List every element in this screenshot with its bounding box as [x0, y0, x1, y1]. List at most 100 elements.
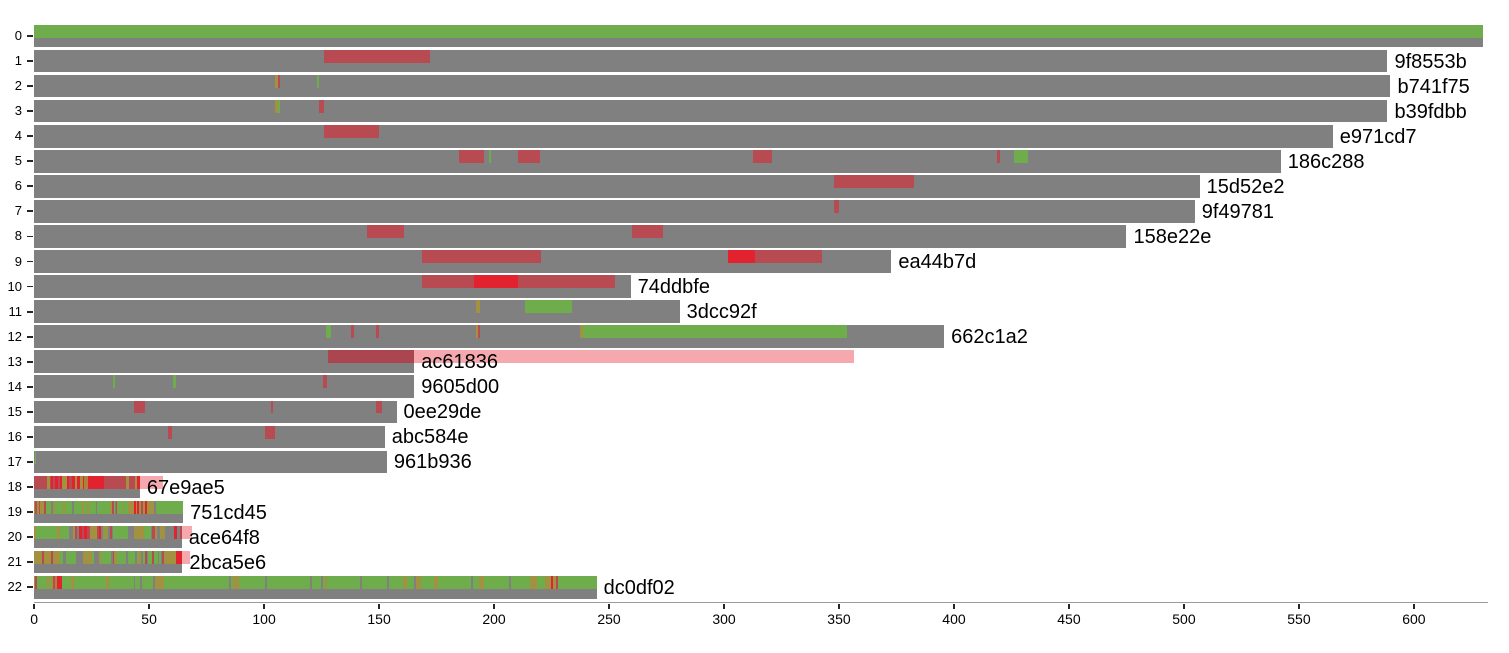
segment-red [52, 575, 55, 589]
segment-green [238, 575, 266, 589]
y-tick-label-6: 6 [14, 178, 22, 194]
segment-red [323, 375, 328, 389]
bar-label-dc0df02: dc0df02 [603, 576, 675, 599]
segment-olive [580, 325, 583, 339]
x-tick-mark-550 [1298, 603, 1300, 609]
segment-olive_dark [84, 475, 89, 489]
segment-green [325, 325, 331, 339]
segment-olive [87, 500, 90, 514]
bar-label-2bca5e6: 2bca5e6 [189, 551, 267, 574]
segment-olive [40, 500, 45, 514]
bar-row-11 [34, 300, 680, 323]
segment-olive [134, 525, 145, 539]
segment-green [127, 550, 136, 564]
segment-olive [99, 550, 102, 564]
bar-label-9f8553b: 9f8553b [1394, 50, 1467, 73]
x-tick-mark-300 [723, 603, 725, 609]
y-tick-mark-9 [26, 260, 33, 263]
y-tick-mark-20 [26, 536, 33, 539]
y-tick-label-22: 22 [7, 579, 22, 595]
y-tick-label-12: 12 [7, 328, 22, 344]
y-tick-mark-0 [26, 35, 33, 37]
segment-olive [126, 475, 130, 489]
segment-red [556, 575, 559, 589]
segment-red [376, 325, 379, 339]
segment-green [34, 450, 37, 464]
bar-label-74ddbfe: 74ddbfe [637, 276, 710, 299]
segment-green [143, 550, 145, 564]
segment-red [68, 475, 73, 489]
x-tick-label-0: 0 [30, 610, 38, 627]
segment-green [267, 575, 310, 589]
segment-olive [73, 525, 76, 539]
y-tick-label-9: 9 [14, 253, 22, 269]
x-tick-label-150: 150 [367, 610, 391, 627]
segment-green [46, 500, 51, 514]
y-tick-mark-7 [26, 210, 33, 213]
segment-red [323, 124, 379, 138]
segment-red [38, 500, 41, 514]
x-tick-label-250: 250 [597, 610, 621, 627]
segment-red [631, 225, 663, 239]
y-tick-mark-22 [26, 586, 33, 589]
segment-green [141, 575, 153, 589]
segment-green [113, 525, 129, 539]
segment-red [753, 149, 772, 163]
bar-label-3dcc92f: 3dcc92f [686, 301, 757, 324]
y-tick-label-14: 14 [7, 378, 22, 394]
segment-green [144, 525, 151, 539]
segment-bright_red [82, 475, 84, 489]
segment-green [511, 575, 531, 589]
segment-green [438, 575, 471, 589]
segment-green [153, 550, 158, 564]
segment-olive [127, 500, 135, 514]
segment-green [36, 575, 48, 589]
y-tick-mark-5 [26, 160, 33, 163]
y-tick-mark-17 [26, 461, 33, 463]
y-tick-mark-18 [26, 486, 33, 488]
bar-label-e971cd7: e971cd7 [1339, 125, 1417, 148]
segment-olive [544, 575, 551, 589]
bar-label-158e22e: 158e22e [1133, 225, 1212, 248]
segment-olive [114, 550, 117, 564]
segment-olive [160, 525, 165, 539]
y-tick-label-5: 5 [14, 153, 22, 169]
segment-red [112, 550, 115, 564]
x-tick-mark-100 [263, 603, 265, 609]
segment-olive [402, 575, 408, 589]
segment-green [1013, 149, 1028, 163]
x-tick-mark-0 [33, 603, 35, 609]
bar-label-b39fdbb: b39fdbb [1394, 100, 1467, 123]
segment-olive [138, 550, 141, 564]
y-tick-mark-21 [26, 561, 33, 564]
segment-olive [71, 575, 74, 589]
segment-olive [34, 500, 36, 514]
x-axis-spine [33, 602, 1488, 604]
segment-olive [34, 575, 36, 589]
bar-row-6 [34, 175, 1200, 198]
bar-row-8 [34, 225, 1127, 248]
segment-green [537, 575, 545, 589]
segment-green [116, 500, 123, 514]
segment-green [484, 575, 510, 589]
y-tick-label-4: 4 [14, 128, 22, 144]
segment-green [173, 375, 176, 389]
y-tick-label-16: 16 [7, 428, 22, 444]
segment-red [168, 425, 173, 439]
segment-green [91, 550, 95, 564]
bar-label-ac61836: ac61836 [421, 351, 498, 374]
bar-label-751cd45: 751cd45 [190, 501, 267, 524]
bar-label-961b936: 961b936 [393, 451, 472, 474]
bar-label-abc584e: abc584e [391, 426, 469, 449]
segment-red [97, 525, 99, 539]
segment-red [264, 425, 275, 439]
y-tick-mark-3 [26, 110, 33, 113]
segment-green [101, 550, 111, 564]
segment-bright_red [77, 475, 81, 489]
segment-bright_red [88, 475, 104, 489]
segment-green [362, 575, 388, 589]
segment-bright_red [474, 275, 519, 289]
segment-bright_red [134, 500, 136, 514]
segment-red [421, 275, 475, 289]
